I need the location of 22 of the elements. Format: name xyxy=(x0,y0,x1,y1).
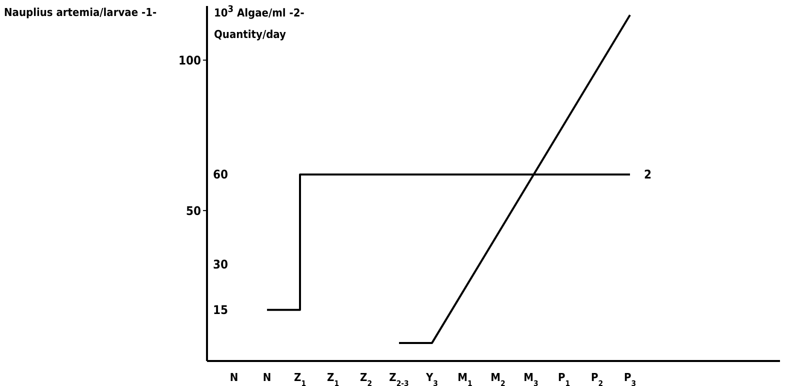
x-tick-label: Z$_{1}$ xyxy=(327,371,340,386)
x-tick-label: P$_{1}$ xyxy=(558,371,570,386)
x-tick-label: M$_{1}$ xyxy=(458,371,473,386)
y2-tick-label: 30 xyxy=(213,258,228,272)
x-tick-label: Z$_{1}$ xyxy=(294,371,306,386)
y-axis-title: Nauplius artemia/larvae -1- xyxy=(4,6,157,19)
annotation: Quantity/day xyxy=(214,28,286,41)
y-tick-label: 100 xyxy=(178,53,201,68)
x-tick-label: Z$_{2-3}$ xyxy=(389,371,410,386)
x-tick-label: P$_{2}$ xyxy=(590,371,604,386)
y2-tick-label: 60 xyxy=(213,167,228,182)
x-tick-label: M$_{2}$ xyxy=(490,371,506,386)
y2-tick-label: 15 xyxy=(213,302,228,317)
x-tick-label: N xyxy=(262,371,272,384)
series-label: 2 xyxy=(644,167,652,182)
x-tick-label: P$_{3}$ xyxy=(624,371,636,386)
x-tick-label: Z$_{2}$ xyxy=(360,371,372,386)
x-tick-label: N xyxy=(230,371,238,384)
y2-axis-title: 10$^{3}$ Algae/ml -2- xyxy=(214,4,304,20)
x-tick-label: M$_{3}$ xyxy=(524,371,539,386)
x-tick-label: Y$_{3}$ xyxy=(425,371,438,386)
y-tick-label: 50 xyxy=(186,204,201,218)
